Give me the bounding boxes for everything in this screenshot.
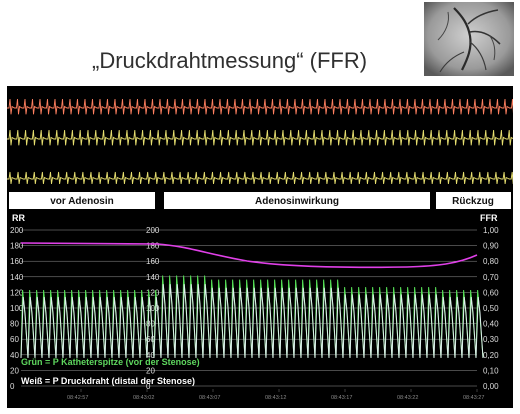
time-axis: 08:42:57 08:43:02 08:43:07 08:43:12 08:43:17…: [67, 389, 484, 401]
ffr-tick-label: 0,40: [483, 320, 499, 329]
rr-tick-label: 160: [10, 257, 24, 266]
time-label: 08:43:17: [331, 395, 352, 401]
ffr-tick-label: 0,60: [483, 288, 499, 297]
rr-mid-tick-label: 140: [146, 273, 160, 282]
ffr-tick-label: 0,00: [483, 382, 499, 391]
time-label: 08:43:27: [463, 395, 484, 401]
ffr-tick-label: 0,10: [483, 366, 499, 375]
phase-box-adenosine: [164, 192, 430, 209]
ffr-tick-label: 0,80: [483, 257, 499, 266]
rr-mid-tick-label: 80: [146, 320, 155, 329]
ffr-tick-label: 0,90: [483, 242, 499, 251]
phase-box-pullback: [436, 192, 511, 209]
pressure-waves: [20, 275, 484, 359]
rr-mid-tick-label: 180: [146, 242, 160, 251]
rr-tick-label: 40: [10, 351, 19, 360]
time-label: 08:43:12: [265, 395, 286, 401]
ffr-tick-label: 0,70: [483, 273, 499, 282]
rr-mid-tick-label: 100: [146, 304, 160, 313]
time-label: 08:43:22: [397, 395, 418, 401]
phase-label-pullback: Rückzug: [452, 196, 494, 207]
legend-green: Grün = P Katheterspitze (vor der Stenose…: [21, 357, 200, 367]
rr-tick-label: 200: [10, 226, 24, 235]
rr-mid-tick-label: 200: [146, 226, 160, 235]
rr-tick-label: 120: [10, 288, 24, 297]
rr-tick-label: 20: [10, 366, 19, 375]
hemodynamic-monitor: vor Adenosin Adenosinwirkung Rückzug RR …: [7, 86, 513, 408]
phase-label-adenosine: Adenosinwirkung: [255, 196, 339, 207]
coronary-angiogram-image: [424, 2, 514, 76]
ffr-tick-label: 0,30: [483, 335, 499, 344]
ecg-traces: [7, 98, 513, 184]
rr-tick-label: 60: [10, 335, 19, 344]
ffr-tick-label: 0,20: [483, 351, 499, 360]
legend-white: Weiß = P Druckdraht (distal der Stenose): [21, 376, 195, 386]
time-label: 08:43:07: [199, 395, 220, 401]
rr-tick-label: 0: [10, 382, 15, 391]
ecg-trace: [7, 171, 513, 184]
phase-label-before: vor Adenosin: [50, 196, 114, 207]
rr-tick-label: 180: [10, 242, 24, 251]
rr-mid-tick-label: 20: [146, 366, 155, 375]
pressure-wave: [20, 284, 484, 359]
time-label: 08:43:02: [133, 395, 154, 401]
phase-box-before: [9, 192, 155, 209]
ffr-axis-title: FFR: [480, 213, 498, 223]
ffr-tick-label: 1,00: [483, 226, 499, 235]
ffr-tick-label: 0,50: [483, 304, 499, 313]
slide-title: „Druckdrahtmessung“ (FFR): [92, 48, 368, 73]
rr-axis-title: RR: [12, 213, 25, 223]
rr-mid-tick-label: 0: [146, 382, 151, 391]
time-label: 08:42:57: [67, 395, 88, 401]
rr-tick-label: 140: [10, 273, 24, 282]
rr-mid-tick-label: 60: [146, 335, 155, 344]
rr-tick-label: 80: [10, 320, 19, 329]
rr-mid-tick-label: 160: [146, 257, 160, 266]
rr-mid-tick-label: 120: [146, 288, 160, 297]
rr-mid-tick-label: 40: [146, 351, 155, 360]
rr-tick-label: 100: [10, 304, 24, 313]
ffr-curve: [20, 242, 478, 269]
ecg-trace: [7, 98, 513, 115]
ecg-trace: [7, 129, 513, 146]
